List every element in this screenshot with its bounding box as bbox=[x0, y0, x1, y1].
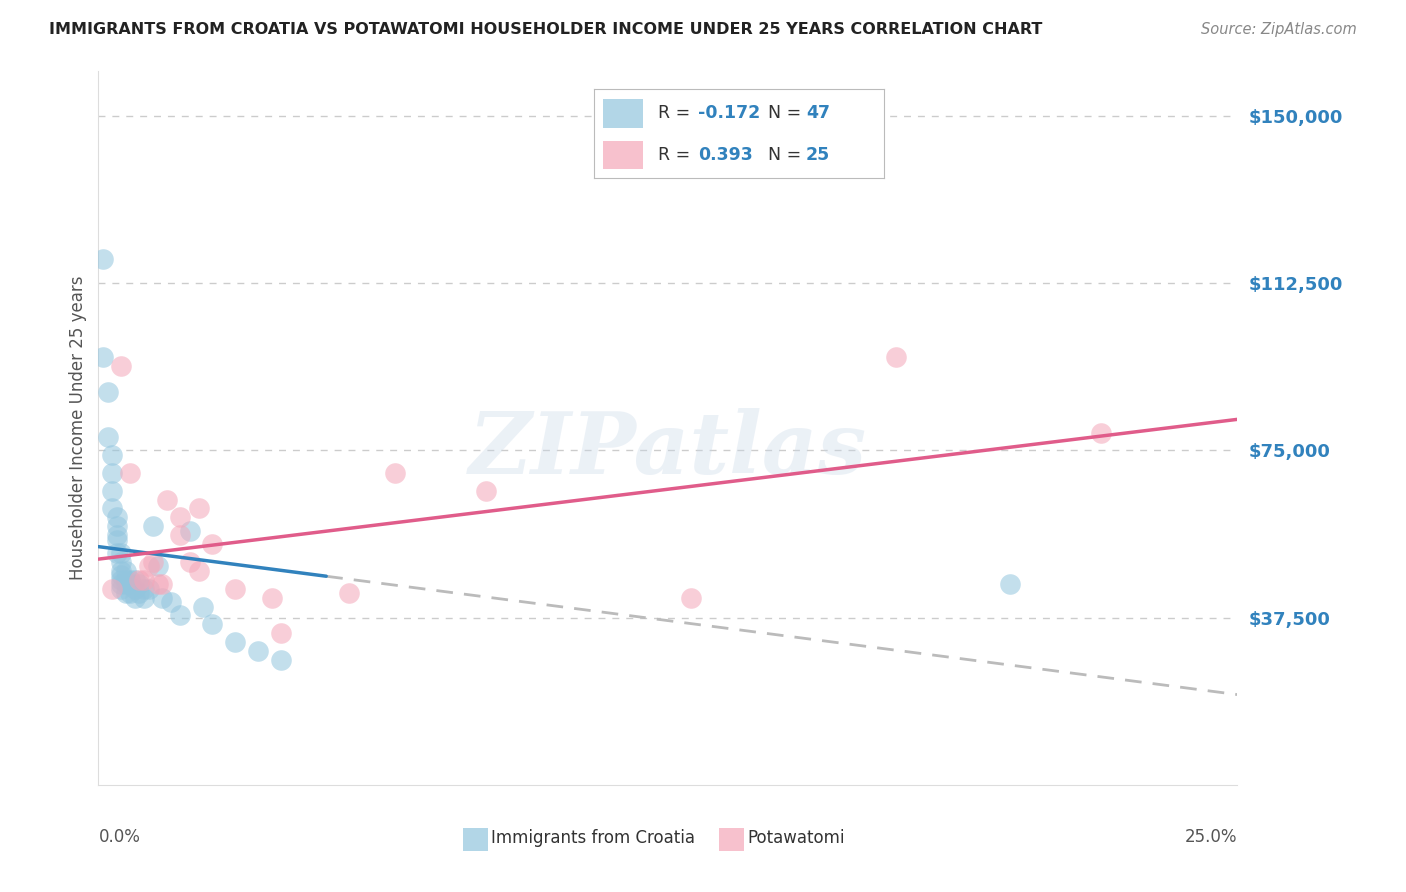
Text: 25.0%: 25.0% bbox=[1185, 828, 1237, 846]
Point bbox=[146, 577, 169, 591]
Point bbox=[128, 577, 150, 591]
Point bbox=[187, 501, 209, 516]
Point bbox=[105, 510, 128, 524]
Text: ZIPatlas: ZIPatlas bbox=[468, 408, 868, 491]
Point bbox=[246, 644, 269, 658]
Y-axis label: Householder Income Under 25 years: Householder Income Under 25 years bbox=[69, 276, 87, 581]
Point bbox=[105, 533, 128, 547]
Point bbox=[132, 582, 155, 596]
Point bbox=[138, 582, 160, 596]
Point bbox=[998, 577, 1021, 591]
Text: Source: ZipAtlas.com: Source: ZipAtlas.com bbox=[1201, 22, 1357, 37]
Point bbox=[201, 537, 224, 551]
Point bbox=[96, 385, 118, 400]
Text: Potawatomi: Potawatomi bbox=[748, 830, 845, 847]
Point bbox=[169, 510, 191, 524]
Point bbox=[132, 573, 155, 587]
Point bbox=[114, 573, 136, 587]
Point bbox=[124, 573, 146, 587]
Point bbox=[132, 591, 155, 605]
Point bbox=[110, 573, 132, 587]
Point bbox=[110, 564, 132, 578]
Bar bbox=[718, 829, 744, 851]
Point bbox=[384, 466, 406, 480]
Point bbox=[110, 582, 132, 596]
Point bbox=[110, 577, 132, 591]
Point bbox=[224, 582, 246, 596]
Point bbox=[101, 501, 124, 516]
Point bbox=[201, 617, 224, 632]
Point bbox=[114, 586, 136, 600]
Point bbox=[120, 466, 142, 480]
Point bbox=[193, 599, 215, 614]
Point bbox=[146, 559, 169, 574]
Point bbox=[142, 519, 165, 533]
Point bbox=[128, 586, 150, 600]
Point bbox=[474, 483, 496, 498]
Point bbox=[101, 483, 124, 498]
Point bbox=[270, 653, 292, 667]
Point bbox=[105, 519, 128, 533]
Point bbox=[270, 626, 292, 640]
Point bbox=[1090, 425, 1112, 440]
Point bbox=[101, 466, 124, 480]
Point bbox=[124, 582, 146, 596]
Point bbox=[105, 528, 128, 542]
Bar bbox=[463, 829, 488, 851]
Point bbox=[150, 577, 173, 591]
Text: Immigrants from Croatia: Immigrants from Croatia bbox=[491, 830, 696, 847]
Point bbox=[101, 448, 124, 462]
Text: 0.0%: 0.0% bbox=[98, 828, 141, 846]
Point bbox=[110, 546, 132, 560]
Point bbox=[169, 528, 191, 542]
Point bbox=[114, 577, 136, 591]
Point bbox=[337, 586, 360, 600]
Point bbox=[138, 559, 160, 574]
Point bbox=[124, 591, 146, 605]
Point bbox=[187, 564, 209, 578]
Point bbox=[142, 555, 165, 569]
Point bbox=[91, 252, 114, 266]
Point bbox=[679, 591, 702, 605]
Point bbox=[120, 586, 142, 600]
Point bbox=[91, 350, 114, 364]
Point bbox=[169, 608, 191, 623]
Point bbox=[156, 492, 179, 507]
Point bbox=[224, 635, 246, 649]
Point bbox=[96, 430, 118, 444]
Point bbox=[160, 595, 183, 609]
Point bbox=[179, 555, 201, 569]
Point bbox=[114, 564, 136, 578]
Point bbox=[120, 577, 142, 591]
Point bbox=[101, 582, 124, 596]
Point bbox=[150, 591, 173, 605]
Point bbox=[120, 573, 142, 587]
Point bbox=[128, 573, 150, 587]
Point bbox=[179, 524, 201, 538]
Point bbox=[110, 568, 132, 582]
Text: IMMIGRANTS FROM CROATIA VS POTAWATOMI HOUSEHOLDER INCOME UNDER 25 YEARS CORRELAT: IMMIGRANTS FROM CROATIA VS POTAWATOMI HO… bbox=[49, 22, 1043, 37]
Point bbox=[260, 591, 283, 605]
Point bbox=[110, 555, 132, 569]
Point bbox=[110, 359, 132, 373]
Point bbox=[105, 546, 128, 560]
Point bbox=[884, 350, 907, 364]
